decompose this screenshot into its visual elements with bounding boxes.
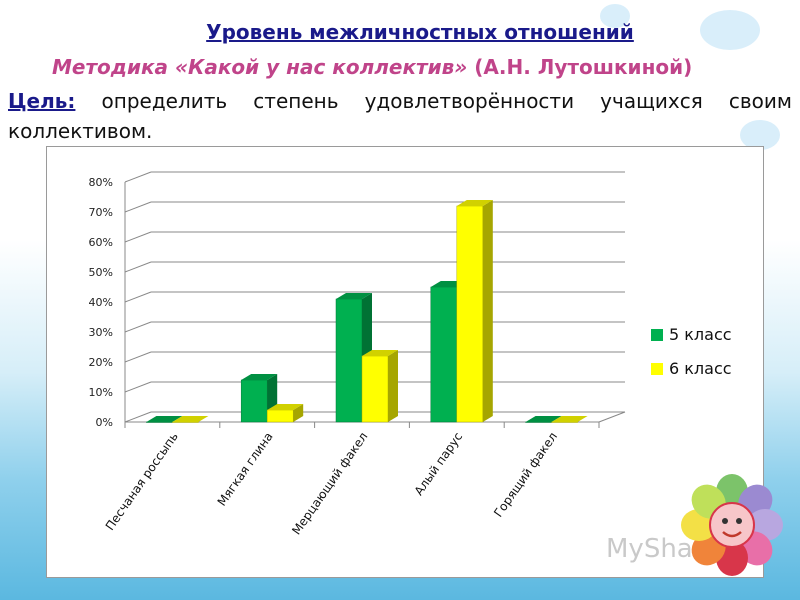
bar-top <box>551 416 588 422</box>
chart-frame: 0% 10% 20% 30% 40% 50% 60% 70% 80% Песчаная россы… <box>46 146 764 578</box>
bar-side <box>293 404 304 422</box>
bar-5-class <box>335 298 363 423</box>
x-tick-label: Песчаная россыпь <box>103 430 181 533</box>
goal-label: Цель: <box>8 89 76 113</box>
x-tick-label: Мягкая глина <box>215 430 276 509</box>
method-label: Методика «Какой у нас коллектив» <box>52 55 468 79</box>
bar-side <box>482 200 493 422</box>
floor-edge <box>598 411 626 423</box>
bar-top <box>362 350 398 356</box>
bar-6-class <box>361 355 389 423</box>
method-author: (А.Н. Лутошкиной) <box>474 55 693 79</box>
bar-top <box>525 416 562 422</box>
bar-6-class <box>456 205 484 423</box>
x-tick-label: Горящий факел <box>491 430 560 520</box>
y-tick-label: 50% <box>89 266 113 279</box>
gridline-diagonal <box>124 381 152 393</box>
flower-logo-icon <box>681 474 783 576</box>
gridline-diagonal <box>124 351 152 363</box>
bar-chart: 0% 10% 20% 30% 40% 50% 60% 70% 80% Песчаная россы… <box>89 171 732 538</box>
bar-5-class <box>146 421 173 423</box>
bar-6-class <box>266 409 294 423</box>
gridline-diagonal <box>124 201 152 213</box>
bar-top <box>146 416 183 422</box>
legend-swatch <box>651 363 663 375</box>
bar-5-class <box>430 286 458 423</box>
bar-6-class <box>551 421 578 423</box>
y-tick-label: 10% <box>89 386 113 399</box>
legend-label: 5 класс <box>669 325 732 344</box>
bar-top <box>336 293 372 299</box>
y-tick-label: 70% <box>89 206 113 219</box>
slide-title: Уровень межличностных отношений <box>206 20 634 44</box>
y-tick-label: 40% <box>89 296 113 309</box>
gridline-diagonal <box>124 321 152 333</box>
y-tick-label: 80% <box>89 176 113 189</box>
y-tick-label: 30% <box>89 326 113 339</box>
bar-top <box>172 416 209 422</box>
bar-top <box>241 374 278 380</box>
y-tick-label: 20% <box>89 356 113 369</box>
bar-5-class <box>525 421 552 423</box>
gridline-diagonal <box>124 411 152 423</box>
gridline-diagonal <box>124 171 152 183</box>
x-tick-label: Мерцающий факел <box>289 430 370 538</box>
goal-text: определить степень удовлетворённости уча… <box>8 89 792 143</box>
y-tick-label: 0% <box>96 416 113 429</box>
gridline-diagonal <box>124 261 152 273</box>
bar-side <box>388 350 398 422</box>
legend-label: 6 класс <box>669 359 732 378</box>
bar-top <box>456 200 493 206</box>
background-sparkle <box>700 10 760 50</box>
gridline-diagonal <box>124 291 152 303</box>
method-line: Методика «Какой у нас коллектив» (А.Н. Л… <box>52 55 792 79</box>
background-sparkle <box>600 4 630 28</box>
goal-paragraph: Цель: определить степень удовлетворённос… <box>8 86 792 146</box>
legend-swatch <box>651 329 663 341</box>
y-tick-label: 60% <box>89 236 113 249</box>
bar-5-class <box>240 379 268 423</box>
gridline-diagonal <box>124 231 152 243</box>
background-sparkle <box>740 120 780 150</box>
bar-6-class <box>172 421 199 423</box>
x-tick-label: Алый парус <box>412 430 466 498</box>
bar-top <box>267 404 304 410</box>
